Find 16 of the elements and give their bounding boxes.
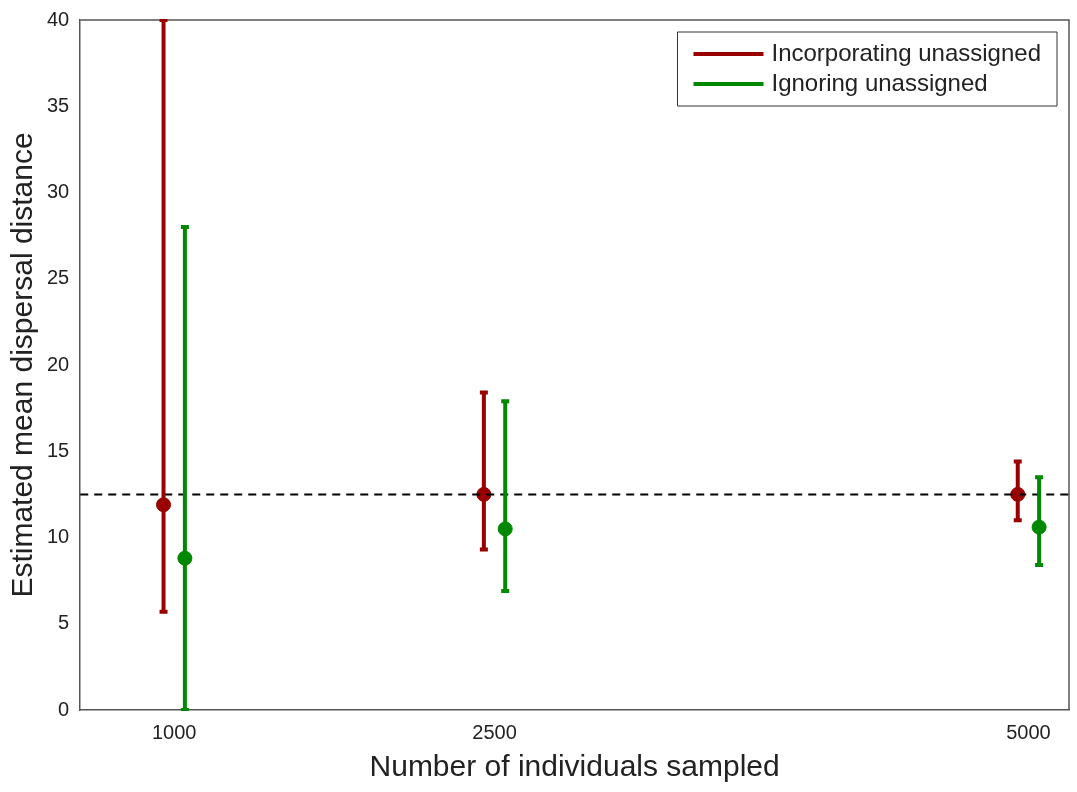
legend-label: Incorporating unassigned (771, 38, 1042, 66)
x-tick-label: 1000 (151, 720, 197, 743)
y-tick-label: 5 (58, 611, 70, 634)
x-tick-label: 2500 (472, 720, 517, 743)
x-axis-title: Number of individuals sampled (369, 749, 780, 783)
y-tick-label: 40 (47, 7, 70, 30)
y-tick-label: 15 (47, 438, 70, 461)
y-tick-label: 0 (58, 697, 70, 720)
y-tick-label: 10 (47, 525, 70, 548)
y-tick-label: 25 (47, 266, 70, 289)
y-tick-label: 30 (47, 180, 70, 203)
y-axis-title: Estimated mean dispersal distance (5, 132, 39, 598)
y-tick-label: 35 (47, 93, 70, 116)
legend-label: Ignoring unassigned (771, 68, 988, 96)
y-tick-label: 20 (47, 352, 70, 375)
x-tick-label: 5000 (1006, 720, 1051, 743)
